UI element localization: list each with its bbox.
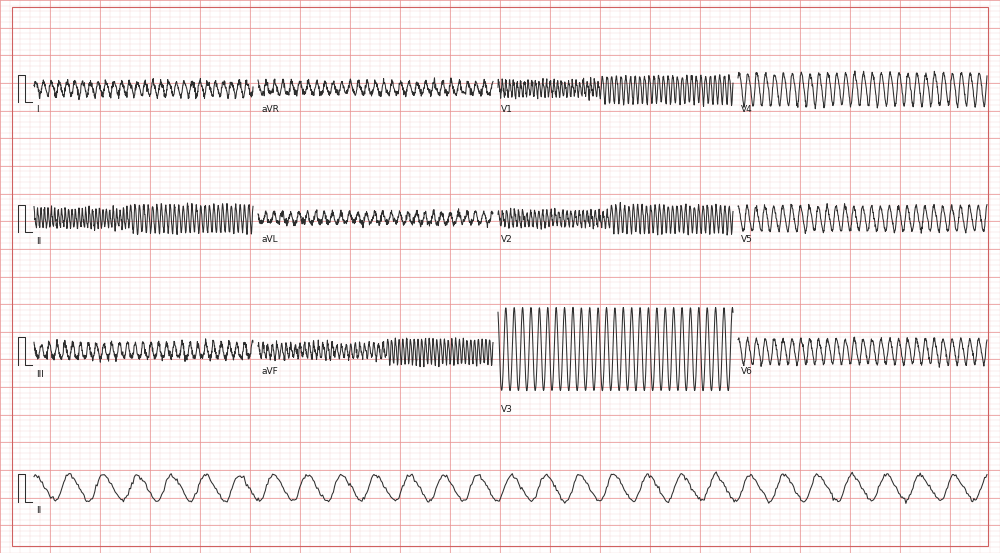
- Text: V1: V1: [501, 105, 513, 114]
- Text: aVL: aVL: [261, 234, 278, 244]
- Text: II: II: [36, 506, 41, 515]
- Text: III: III: [36, 369, 44, 379]
- Text: V5: V5: [741, 234, 753, 244]
- Text: aVR: aVR: [261, 105, 279, 114]
- Text: V2: V2: [501, 234, 513, 244]
- Text: I: I: [36, 105, 39, 114]
- Text: aVF: aVF: [261, 367, 278, 377]
- Text: II: II: [36, 237, 41, 246]
- Text: V4: V4: [741, 105, 753, 114]
- Text: V3: V3: [501, 405, 513, 414]
- Text: V6: V6: [741, 367, 753, 377]
